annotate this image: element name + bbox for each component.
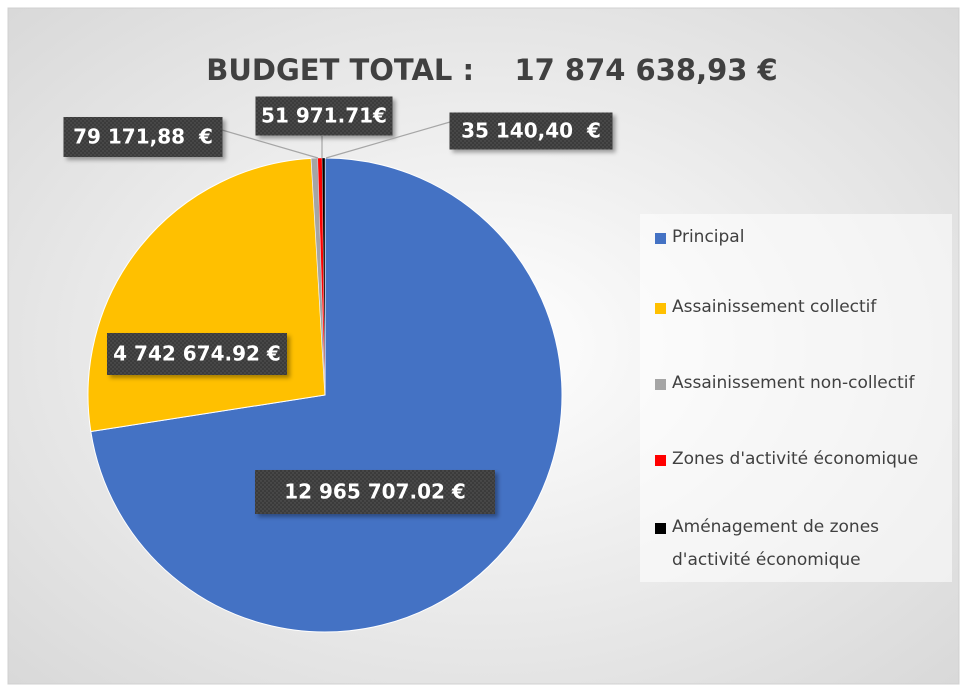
legend-swatch — [655, 303, 666, 314]
legend-item: Zones d'activité économique — [655, 443, 945, 476]
data-label-box — [255, 96, 393, 136]
chart-title: BUDGET TOTAL : 17 874 638,93 € — [206, 53, 777, 87]
legend-swatch — [655, 233, 666, 244]
pie-slice — [321, 157, 326, 396]
leader-line — [221, 129, 319, 159]
leader-line — [325, 121, 451, 159]
legend-item: Assainissement non-collectif — [655, 367, 945, 400]
legend-label: Zones d'activité économique — [672, 449, 919, 469]
legend-label: Principal — [672, 227, 745, 247]
data-label: 51 971.71€ — [261, 104, 387, 128]
data-label-box — [63, 117, 223, 157]
data-label: 79 171,88 € — [73, 125, 213, 149]
legend-swatch — [655, 523, 666, 534]
legend-item: Principal — [655, 221, 945, 254]
data-label-box — [449, 112, 613, 150]
data-label: 12 965 707.02 € — [284, 480, 466, 504]
data-label: 4 742 674.92 € — [113, 342, 281, 366]
legend-label: Aménagement de zones d'activité économiq… — [672, 517, 880, 570]
legend-label: Assainissement non-collectif — [672, 373, 915, 393]
data-label: 35 140,40 € — [461, 119, 601, 143]
legend-item: Aménagement de zones d'activité économiq… — [655, 511, 945, 577]
data-label-box — [107, 333, 287, 375]
legend: Principal Assainissement collectif Assaini… — [640, 214, 952, 582]
legend-swatch — [655, 379, 666, 390]
legend-item: Assainissement collectif — [655, 291, 945, 324]
legend-label: Assainissement collectif — [672, 297, 877, 317]
legend-swatch — [655, 455, 666, 466]
data-label-box — [255, 470, 495, 514]
